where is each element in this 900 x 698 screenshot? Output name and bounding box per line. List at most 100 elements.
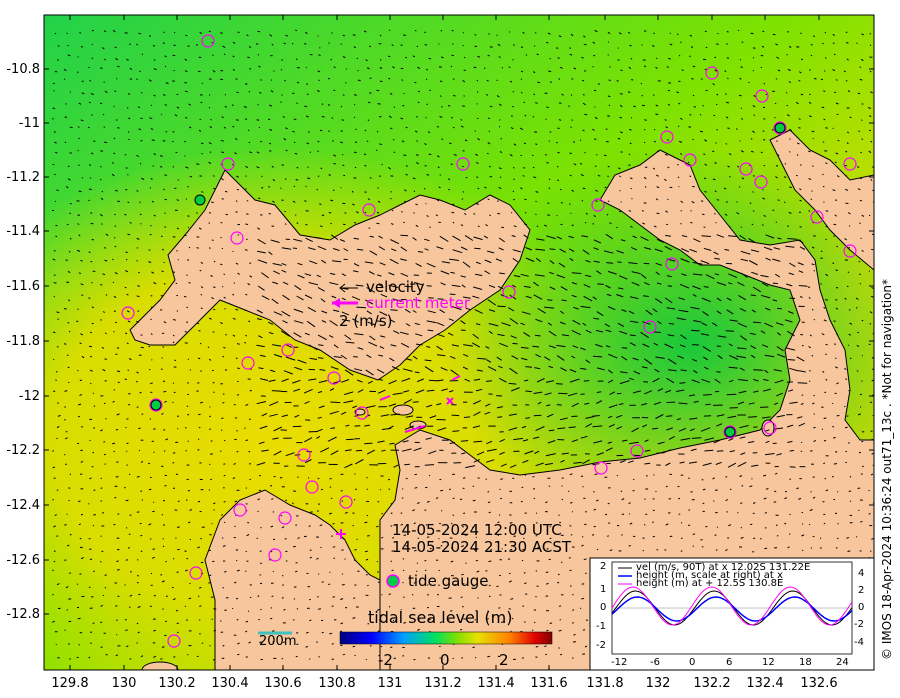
velocity-arrow <box>319 203 322 205</box>
velocity-arrow <box>487 299 497 306</box>
velocity-arrow <box>822 501 825 503</box>
velocity-arrow <box>513 143 517 146</box>
lat-label: -11 <box>18 116 40 131</box>
velocity-arrow <box>272 511 275 513</box>
velocity-arrow <box>580 435 588 439</box>
velocity-arrow <box>427 310 436 314</box>
velocity-arrow <box>776 153 780 156</box>
inset-legend-velocity: vel (m/s, 90T) at x 12.02S 131.22E <box>636 562 811 573</box>
velocity-arrow <box>387 425 394 430</box>
velocity-arrow <box>533 294 543 300</box>
velocity-arrow <box>616 414 623 419</box>
velocity-arrow <box>488 560 492 563</box>
velocity-arrow <box>633 105 636 108</box>
velocity-arrow <box>296 166 299 169</box>
velocity-arrow <box>728 343 733 347</box>
velocity-arrow <box>172 461 175 464</box>
velocity-arrow <box>294 284 302 291</box>
velocity-arrow <box>654 368 660 373</box>
velocity-arrow <box>499 438 506 443</box>
velocity-arrow <box>607 369 613 374</box>
velocity-arrow <box>270 485 273 487</box>
velocity-arrow <box>619 380 630 385</box>
velocity-arrow <box>547 440 556 444</box>
velocity-arrow <box>320 488 324 491</box>
velocity-arrow <box>308 282 319 286</box>
velocity-arrow <box>244 83 248 85</box>
velocity-arrow <box>293 308 304 313</box>
velocity-arrow <box>620 371 628 374</box>
velocity-arrow <box>127 369 130 371</box>
velocity-arrow <box>136 320 140 323</box>
velocity-arrow <box>545 380 554 383</box>
velocity-arrow <box>860 58 864 62</box>
velocity-arrow <box>100 646 103 648</box>
velocity-arrow <box>558 78 561 80</box>
velocity-arrow <box>871 538 874 540</box>
velocity-arrow <box>353 221 357 224</box>
velocity-arrow <box>820 250 823 253</box>
velocity-arrow <box>799 199 802 202</box>
velocity-arrow <box>172 334 175 337</box>
velocity-arrow <box>583 35 586 38</box>
velocity-arrow <box>749 485 753 488</box>
velocity-arrow <box>401 342 410 348</box>
velocity-arrow <box>117 513 120 515</box>
velocity-arrow <box>404 463 410 466</box>
velocity-arrow <box>104 58 107 61</box>
velocity-arrow <box>113 450 115 453</box>
velocity-arrow <box>825 489 829 492</box>
velocity-arrow <box>304 273 312 276</box>
velocity-arrow <box>740 258 749 262</box>
velocity-arrow <box>353 46 356 49</box>
velocity-arrow <box>737 461 747 468</box>
velocity-arrow <box>679 461 685 464</box>
velocity-arrow <box>836 382 839 385</box>
velocity-arrow <box>415 343 423 346</box>
velocity-arrow <box>473 440 483 443</box>
velocity-arrow <box>393 151 396 154</box>
velocity-arrow <box>69 658 72 660</box>
velocity-arrow <box>653 140 656 143</box>
velocity-arrow <box>750 354 756 359</box>
velocity-arrow <box>306 631 309 634</box>
velocity-arrow <box>701 213 705 216</box>
velocity-arrow <box>309 357 318 360</box>
station-marker <box>755 89 769 103</box>
velocity-arrow <box>452 235 461 242</box>
velocity-arrow <box>111 173 115 177</box>
velocity-arrow <box>763 474 767 477</box>
velocity-arrow <box>281 59 284 61</box>
velocity-arrow <box>55 151 58 154</box>
velocity-arrow <box>833 223 837 226</box>
velocity-arrow <box>567 392 578 397</box>
velocity-arrow <box>304 332 310 336</box>
velocity-arrow <box>344 369 354 376</box>
velocity-arrow <box>164 400 167 403</box>
velocity-arrow <box>546 235 556 240</box>
velocity-arrow <box>704 437 715 441</box>
velocity-arrow <box>859 282 862 285</box>
inset-y-tick: -1 <box>596 621 606 632</box>
velocity-arrow <box>212 69 216 73</box>
velocity-arrow <box>186 478 189 481</box>
velocity-arrow <box>548 365 554 369</box>
velocity-arrow <box>608 353 618 359</box>
velocity-arrow <box>549 248 556 250</box>
velocity-arrow <box>847 90 851 93</box>
velocity-arrow <box>272 281 279 285</box>
velocity-arrow <box>751 464 759 467</box>
velocity-arrow <box>236 394 240 396</box>
velocity-arrow <box>488 511 491 514</box>
velocity-arrow <box>762 197 765 200</box>
velocity-arrow <box>716 128 718 131</box>
velocity-arrow <box>368 341 378 347</box>
velocity-arrow <box>604 186 607 189</box>
velocity-arrow <box>176 199 180 202</box>
velocity-arrow <box>653 128 656 131</box>
velocity-arrow <box>378 354 384 357</box>
velocity-arrow <box>364 165 367 167</box>
velocity-arrow <box>549 622 553 625</box>
velocity-arrow <box>161 248 165 251</box>
station-marker <box>591 198 605 212</box>
